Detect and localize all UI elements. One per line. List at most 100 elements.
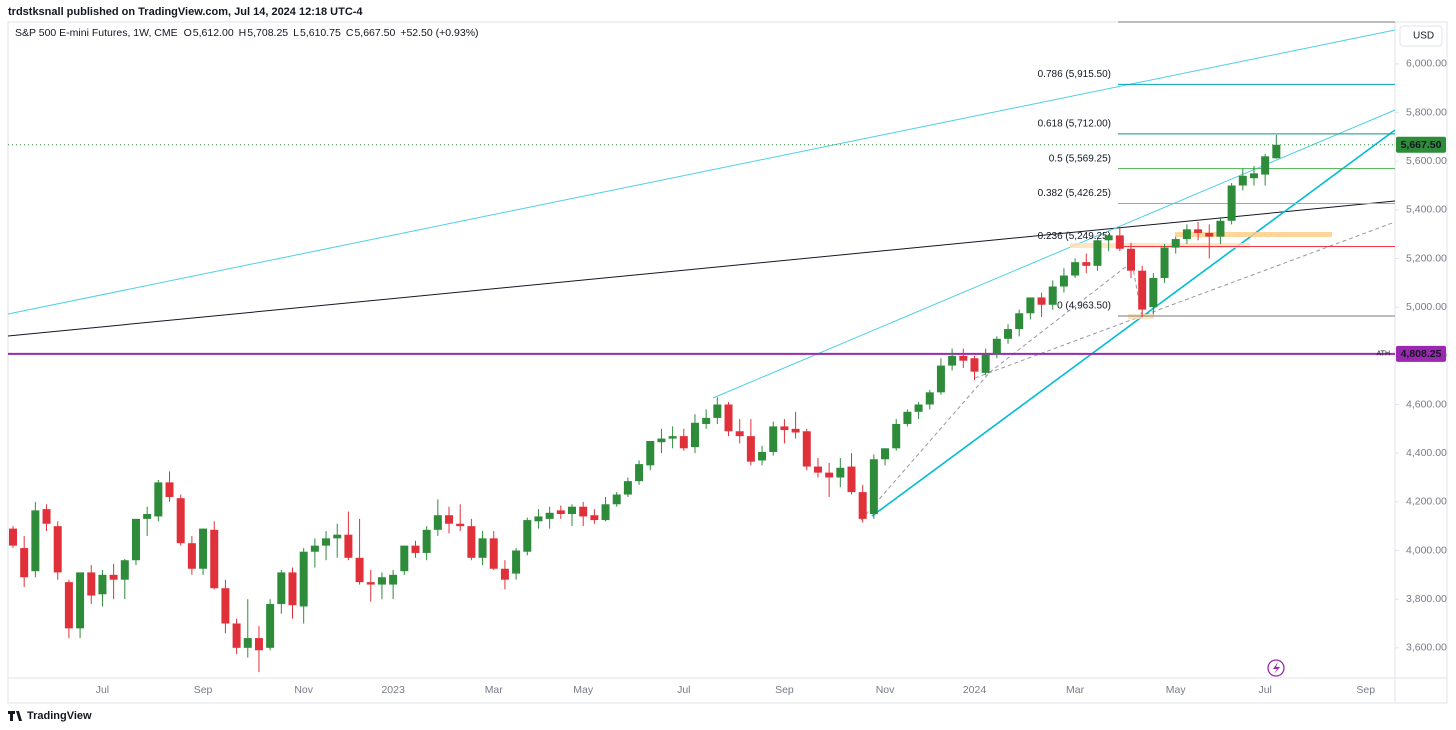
candle-body: [836, 467, 845, 478]
candle-body: [1171, 239, 1180, 248]
ohlc-value: 5,708.25: [247, 27, 288, 39]
y-tick-label: 4,200.00: [1406, 496, 1447, 508]
candle-body: [858, 492, 867, 519]
candle-body: [266, 604, 275, 648]
candle-body: [556, 510, 565, 514]
trend-line: [7, 200, 1396, 337]
candle-body: [87, 572, 96, 596]
candle-body: [1261, 156, 1270, 175]
candle-body: [1048, 286, 1057, 305]
x-tick-label: Jul: [96, 684, 109, 696]
candle-body: [813, 466, 822, 473]
candle-body: [288, 572, 297, 606]
candle-body: [210, 529, 219, 589]
candle-body: [277, 572, 286, 605]
y-tick-label: 4,000.00: [1406, 544, 1447, 556]
candle-body: [433, 515, 442, 530]
fib-label: 0.5 (5,569.25): [1049, 153, 1111, 164]
candle-body: [176, 498, 185, 544]
candle-body: [1238, 175, 1247, 186]
candle-body: [534, 516, 543, 522]
candle-body: [881, 448, 890, 460]
candle-body: [758, 451, 767, 461]
candle-body: [523, 520, 532, 552]
candle-body: [959, 355, 968, 361]
candle-body: [847, 466, 856, 493]
currency[interactable]: USD: [1413, 31, 1434, 42]
candle-body: [925, 392, 934, 405]
y-tick-label: 6,000.00: [1406, 58, 1447, 70]
candle-body: [42, 509, 51, 524]
candle-body: [892, 423, 901, 449]
candle-body: [322, 538, 331, 546]
highlight: [1175, 232, 1332, 237]
candle-body: [1138, 270, 1147, 310]
x-tick-label: Mar: [485, 684, 504, 696]
trend-line: [7, 29, 1396, 315]
candle-body: [232, 623, 241, 648]
candle-body: [702, 417, 711, 424]
candle-body: [53, 526, 62, 573]
frame: [7, 21, 1448, 704]
y-tick-label: 5,600.00: [1406, 155, 1447, 167]
y-tick-label: 5,400.00: [1406, 204, 1447, 216]
ath-box: [1396, 345, 1446, 362]
candle-body: [422, 529, 431, 553]
ohlc-key: H: [239, 27, 247, 39]
candle-body: [98, 574, 107, 595]
candle-body: [1127, 248, 1135, 271]
candle-body: [802, 431, 811, 467]
candle-body: [310, 545, 319, 552]
candle-body: [154, 482, 163, 517]
candle-body: [1093, 240, 1102, 266]
fib-label: 0.382 (5,426.25): [1038, 188, 1111, 199]
candle-body: [64, 582, 73, 629]
x-tick-label: Nov: [294, 684, 313, 696]
candle-body: [679, 436, 688, 449]
candle-body: [579, 506, 588, 517]
ohlc-value: 5,667.50: [354, 27, 395, 39]
footer-logo: [8, 711, 22, 721]
candle-body: [355, 557, 364, 583]
candle-body: [221, 588, 230, 624]
candle-body: [243, 638, 252, 648]
candle-body: [377, 577, 386, 585]
currency-button[interactable]: [1399, 25, 1443, 47]
candle-body: [1227, 185, 1236, 221]
fib-label: 0 (4,963.50): [1057, 301, 1111, 312]
candle-body: [780, 426, 789, 431]
candle-body: [1059, 275, 1068, 287]
x-tick-label: Jul: [1258, 684, 1271, 696]
candle-body: [411, 545, 420, 553]
x-tick-label: Sep: [194, 684, 213, 696]
candle-body: [1249, 173, 1258, 179]
ohlc-value: 5,612.00: [193, 27, 234, 39]
candle-body: [344, 534, 353, 558]
dashed-line: [974, 221, 1396, 379]
y-tick-label: 4,400.00: [1406, 447, 1447, 459]
candle-body: [590, 515, 599, 521]
candle-body: [646, 441, 655, 466]
candle-body: [668, 436, 677, 439]
candle-body: [1015, 313, 1024, 330]
change: +52.50 (+0.93%): [400, 27, 478, 39]
candle-body: [1205, 232, 1214, 237]
candle-body: [199, 528, 208, 569]
candle-body: [1182, 229, 1191, 240]
candle-body: [612, 494, 621, 505]
candle-body: [1160, 247, 1169, 278]
candle-body: [970, 358, 979, 372]
candle-body: [1104, 235, 1113, 241]
ohlc-key: C: [346, 27, 354, 39]
candle-body: [1037, 297, 1046, 305]
candle-body: [20, 548, 29, 578]
y-tick-label: 5,000.00: [1406, 301, 1447, 313]
x-tick-label: May: [1166, 684, 1187, 696]
candle-body: [109, 574, 118, 580]
x-tick-label: May: [573, 684, 594, 696]
lightning-icon[interactable]: [1267, 659, 1285, 677]
ath-label: 4,808.25: [1401, 348, 1442, 360]
drawings: [7, 21, 1396, 521]
candle-body: [825, 472, 834, 478]
candle-body: [76, 572, 85, 629]
